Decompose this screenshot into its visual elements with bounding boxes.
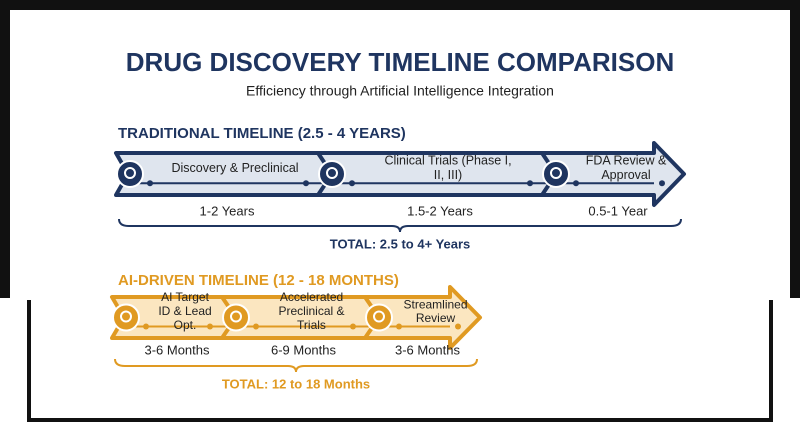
duration: 3-6 Months <box>395 342 461 357</box>
stage-label: Clinical Trials (Phase I, II, III) <box>384 154 511 182</box>
icon-glyph <box>120 310 132 323</box>
stage-label: AI Target ID & Lead Opt. <box>158 290 211 332</box>
subtitle: Efficiency through Artificial Intelligen… <box>246 83 554 99</box>
frame <box>0 0 800 10</box>
duration: 0.5-1 Year <box>588 203 648 218</box>
progress-dot <box>349 180 355 187</box>
stage-icon <box>318 160 346 188</box>
stage-label: FDA Review & Approval <box>586 154 667 182</box>
progress-dot <box>253 323 259 330</box>
frame <box>27 300 773 422</box>
bracket <box>118 218 682 233</box>
frame <box>790 0 800 298</box>
stage-icon <box>116 160 144 188</box>
progress-dot <box>207 323 213 330</box>
progress-dot <box>143 323 149 330</box>
icon-glyph <box>326 167 338 179</box>
progress-dot <box>455 323 461 330</box>
stage-icon <box>222 303 250 332</box>
icon-glyph <box>230 310 242 323</box>
icon-glyph <box>373 310 385 323</box>
duration: 1.5-2 Years <box>407 203 473 218</box>
stage-label: Accelerated Preclinical & Trials <box>278 290 344 332</box>
section-label: AI-DRIVEN TIMELINE (12 - 18 MONTHS) <box>118 272 399 289</box>
icon-glyph <box>550 167 562 179</box>
duration: 1-2 Years <box>200 203 255 218</box>
progress-dot <box>396 323 402 330</box>
icon-glyph <box>124 167 136 179</box>
stage-icon <box>112 303 140 332</box>
duration: 6-9 Months <box>271 342 337 357</box>
stage-label: Streamlined Review <box>403 298 467 326</box>
progress-dot <box>573 180 579 187</box>
total: TOTAL: 2.5 to 4+ Years <box>330 236 471 251</box>
progress-dot <box>303 180 309 187</box>
bracket <box>114 358 478 373</box>
stage-icon <box>542 160 570 188</box>
progress-dot <box>147 180 153 187</box>
total: TOTAL: 12 to 18 Months <box>222 376 370 391</box>
duration: 3-6 Months <box>144 342 210 357</box>
stage-label: Discovery & Preclinical <box>171 161 298 175</box>
progress-dot <box>659 180 665 187</box>
progress-dot <box>350 323 356 330</box>
progress-dot <box>527 180 533 187</box>
frame <box>0 0 10 298</box>
title: DRUG DISCOVERY TIMELINE COMPARISON <box>126 47 674 77</box>
section-label: TRADITIONAL TIMELINE (2.5 - 4 YEARS) <box>118 125 406 142</box>
stage-icon <box>365 303 393 332</box>
